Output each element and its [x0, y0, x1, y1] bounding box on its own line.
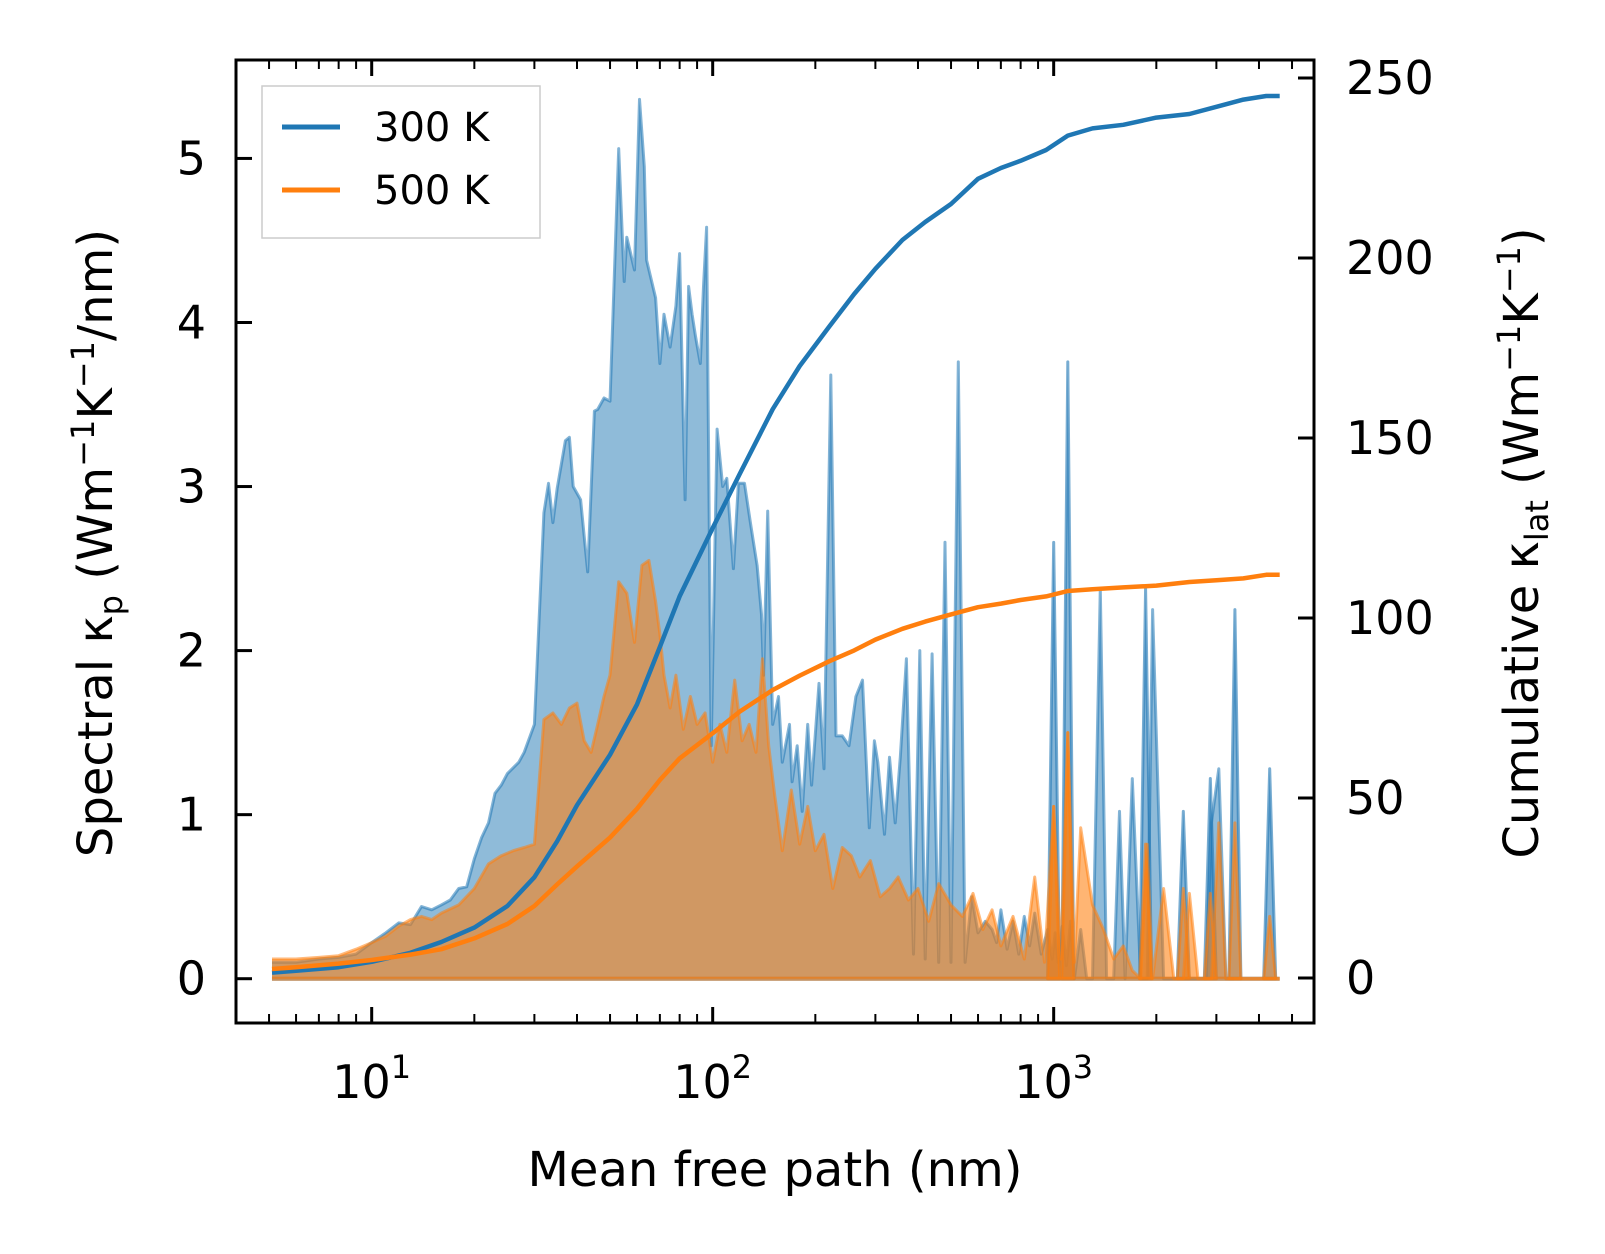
x-axis-label: Mean free path (nm)	[528, 1142, 1023, 1198]
legend-box	[261, 85, 541, 239]
cumulative-lines	[271, 93, 1280, 975]
x-tick-label: 103	[1014, 1048, 1093, 1109]
spectral-area-1	[272, 560, 1280, 979]
x-tick-label: 102	[673, 1048, 752, 1109]
plot-frame	[234, 58, 1316, 1025]
y2-tick-label: 150	[1346, 411, 1434, 465]
y2-axis-label: Cumulative κlat (Wm−1K−1)	[1490, 227, 1556, 858]
y2-tick-label: 200	[1346, 231, 1434, 285]
x-tick-label: 101	[332, 1048, 411, 1109]
y2-tick-label: 250	[1346, 51, 1434, 105]
y-tick-label: 2	[177, 624, 206, 678]
legend-label-500k: 500 K	[374, 168, 491, 214]
cumulative-line-1	[271, 572, 1280, 972]
y-tick-label: 0	[177, 952, 206, 1006]
cumulative-line-0	[271, 93, 1280, 975]
plot-area	[271, 97, 1280, 981]
y-axis-label: Spectral κp (Wm−1K−1/nm)	[64, 229, 130, 857]
y-tick-label: 4	[177, 295, 206, 349]
y2-tick-label: 100	[1346, 591, 1434, 645]
y-tick-label: 3	[177, 460, 206, 514]
y2-tick-label: 0	[1346, 951, 1375, 1005]
y-tick-label: 1	[177, 788, 206, 842]
legend: 300 K 500 K	[261, 85, 541, 239]
y2-tick-label: 50	[1346, 771, 1405, 825]
legend-label-300k: 300 K	[374, 105, 491, 151]
y-tick-label: 5	[177, 131, 206, 185]
axis-ticks	[235, 60, 1314, 1023]
